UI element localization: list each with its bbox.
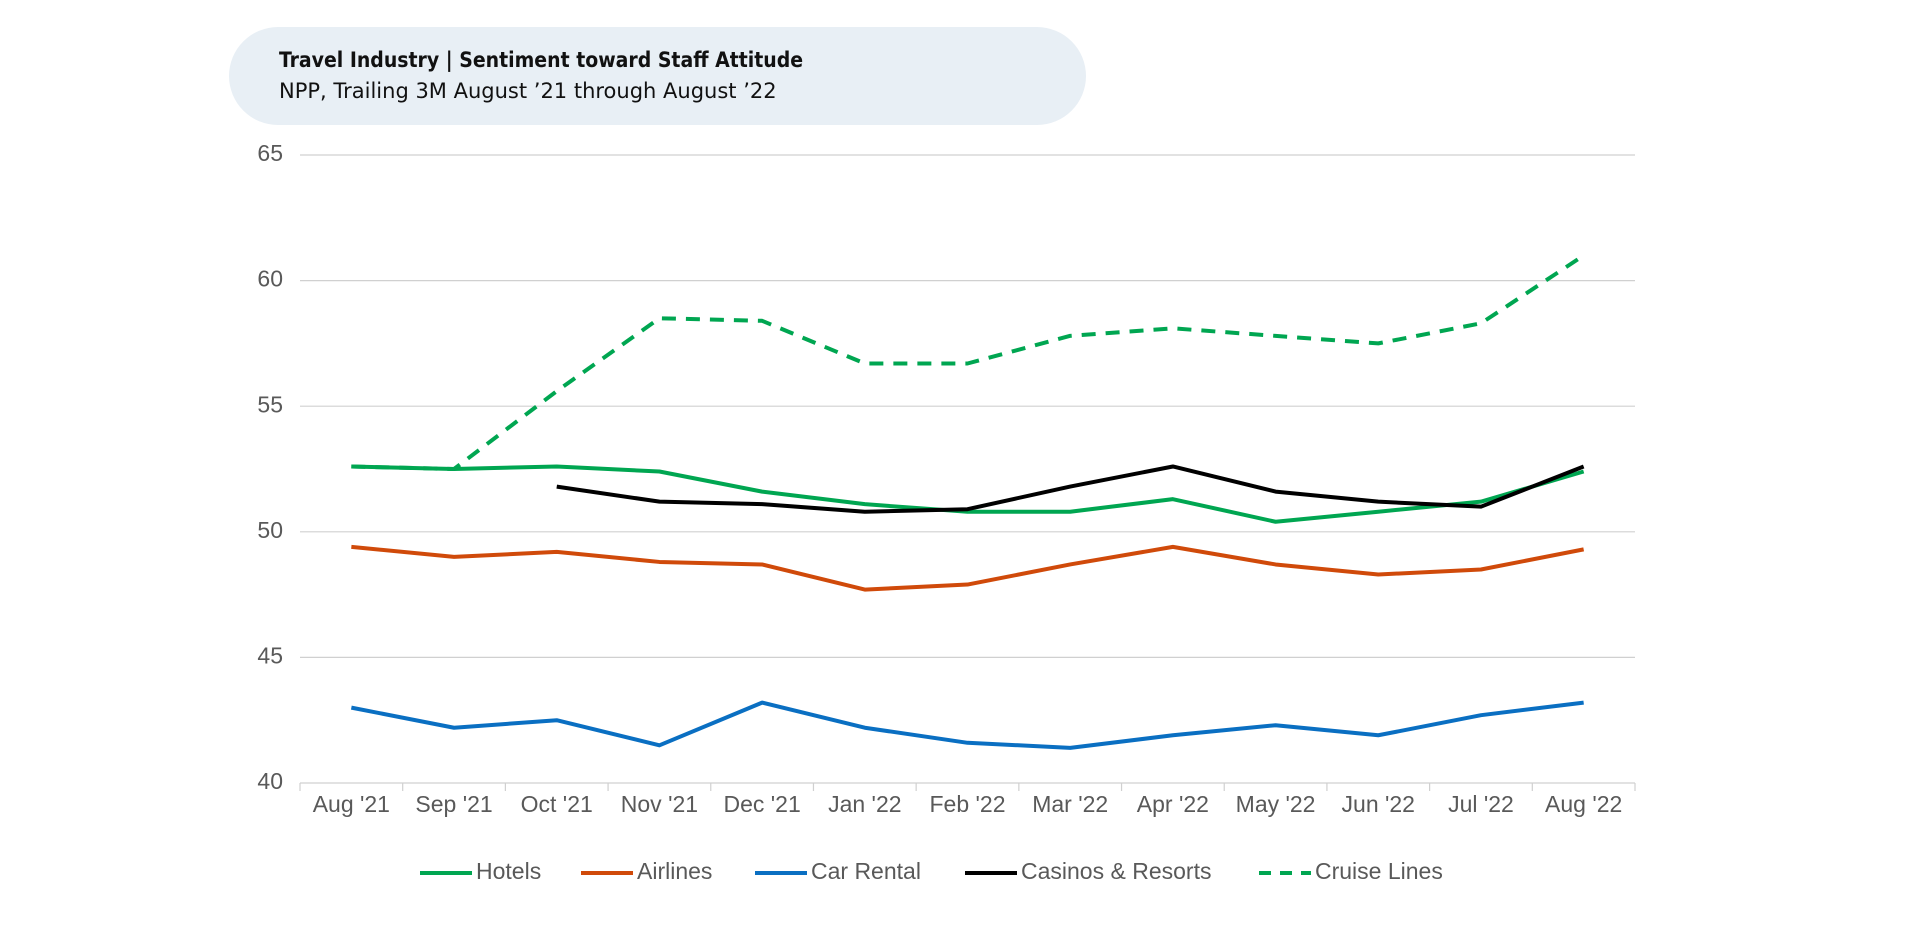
x-tick-label: Sep '21	[415, 791, 492, 817]
x-tick-label: Aug '21	[313, 791, 390, 817]
x-tick-label: Jul '22	[1448, 791, 1514, 817]
x-tick-label: Apr '22	[1137, 791, 1209, 817]
y-tick-label: 55	[257, 391, 283, 417]
legend-label: Casinos & Resorts	[1021, 858, 1211, 884]
series-line	[351, 544, 1585, 592]
series-line	[351, 253, 1585, 471]
x-tick-label: Jan '22	[828, 791, 901, 817]
x-tick-label: Oct '21	[521, 791, 593, 817]
chart-subtitle: NPP, Trailing 3M August ’21 through Augu…	[279, 79, 777, 103]
y-tick-label: 45	[257, 642, 283, 668]
title-box	[229, 27, 1086, 125]
series-line	[556, 464, 1585, 514]
x-tick-label: Aug '22	[1545, 791, 1622, 817]
x-tick-label: May '22	[1236, 791, 1316, 817]
x-tick-label: Jun '22	[1342, 791, 1415, 817]
legend-label: Cruise Lines	[1315, 858, 1443, 884]
x-tick-label: Nov '21	[621, 791, 698, 817]
chart-title: Travel Industry | Sentiment toward Staff…	[279, 48, 803, 73]
y-tick-label: 40	[257, 768, 283, 794]
legend-label: Hotels	[476, 858, 541, 884]
legend-label: Car Rental	[811, 858, 921, 884]
x-tick-label: Feb '22	[930, 791, 1006, 817]
y-tick-label: 50	[257, 517, 283, 543]
x-tick-label: Dec '21	[723, 791, 800, 817]
legend-label: Airlines	[637, 858, 712, 884]
series-line	[350, 700, 1584, 750]
x-tick-label: Mar '22	[1032, 791, 1108, 817]
y-tick-label: 65	[257, 140, 283, 166]
series-line	[351, 464, 1585, 524]
y-tick-label: 60	[257, 266, 283, 292]
